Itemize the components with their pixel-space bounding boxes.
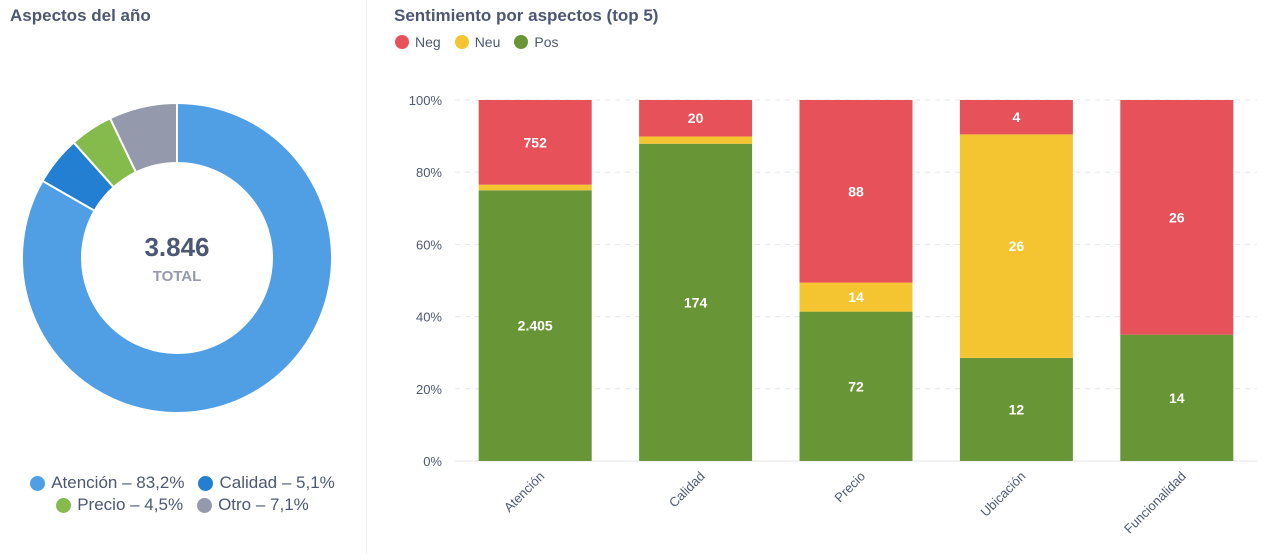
legend-label: Neg xyxy=(415,34,441,50)
donut-total-label: TOTAL xyxy=(153,268,202,285)
donut-chart: 3.846 TOTAL xyxy=(21,101,333,414)
data-label: 20 xyxy=(688,110,704,126)
legend-label: Calidad – 5,1% xyxy=(219,473,335,492)
legend-dot xyxy=(56,497,72,513)
legend-dot xyxy=(198,475,214,491)
legend-dot xyxy=(395,35,409,49)
bar-card: Sentimiento por aspectos (top 5) Neg Neu… xyxy=(375,0,1267,554)
stacked-bar-chart: 0% 20% 40% 60% 80% 100% 2.405 752 Atención 174 20 C… xyxy=(409,93,1257,537)
legend-dot xyxy=(197,497,213,513)
data-label: 12 xyxy=(1009,401,1025,417)
legend-dot xyxy=(454,35,469,49)
donut-slice-otro[interactable] xyxy=(108,101,178,174)
legend-item-precio[interactable]: Precio – 4,5% xyxy=(56,494,183,516)
y-tick-label: 20% xyxy=(416,382,442,397)
legend-label: Otro – 7,1% xyxy=(218,495,309,514)
bar-segment-neg[interactable] xyxy=(639,100,753,137)
data-label: 752 xyxy=(524,134,548,150)
bar-segment-neu[interactable] xyxy=(639,136,753,144)
data-label: 14 xyxy=(848,289,864,305)
bar-legend: Neg Neu Pos xyxy=(395,34,559,50)
y-tick-label: 60% xyxy=(416,237,442,252)
legend-label: Neu xyxy=(474,34,501,50)
bar-segment-neg[interactable] xyxy=(478,100,592,185)
data-label: 72 xyxy=(848,378,864,394)
panel-divider xyxy=(366,0,367,554)
data-label: 2.405 xyxy=(518,318,553,334)
bar-segment-neu[interactable] xyxy=(478,184,592,191)
bar-segment-neg[interactable] xyxy=(959,100,1073,135)
donut-card-title[interactable]: Aspectos del año xyxy=(10,6,151,25)
legend-label: Atención – 83,2% xyxy=(51,473,185,492)
y-tick-label: 80% xyxy=(416,165,442,180)
data-label: 4 xyxy=(1013,109,1021,125)
bar-segment-neu[interactable] xyxy=(959,134,1073,358)
data-label: 14 xyxy=(1169,390,1185,406)
donut-card: Aspectos del año 3.846 TOTAL Atención – 8… xyxy=(0,0,365,554)
bar-card-title[interactable]: Sentimiento por aspectos (top 5) xyxy=(394,6,659,25)
legend-dot xyxy=(30,475,46,491)
bar-segment-pos[interactable] xyxy=(639,143,753,461)
bar-segment-neg[interactable] xyxy=(799,100,913,283)
donut-total-value: 3.846 xyxy=(144,232,209,262)
legend-item-pos[interactable]: Pos xyxy=(514,34,559,50)
data-label: 174 xyxy=(684,294,708,310)
donut-legend: Atención – 83,2% Calidad – 5,1% Precio –… xyxy=(0,472,365,516)
x-tick-label: Calidad xyxy=(666,469,708,511)
bar-segment-neu[interactable] xyxy=(799,282,913,312)
data-label: 26 xyxy=(1169,209,1185,225)
legend-item-neu[interactable]: Neu xyxy=(454,34,501,50)
legend-item-otro[interactable]: Otro – 7,1% xyxy=(197,494,309,516)
data-label: 88 xyxy=(848,183,864,199)
bar-segment-neg[interactable] xyxy=(1120,100,1234,335)
legend-label: Pos xyxy=(534,34,559,50)
x-tick-label: Atención xyxy=(501,469,547,515)
bar-segment-pos[interactable] xyxy=(959,357,1073,461)
legend-item-calidad[interactable]: Calidad – 5,1% xyxy=(198,472,335,494)
legend-item-neg[interactable]: Neg xyxy=(395,34,441,50)
y-tick-label: 100% xyxy=(409,93,443,108)
legend-label: Precio – 4,5% xyxy=(77,495,184,514)
bar-segment-pos[interactable] xyxy=(478,190,592,461)
donut-slice-atención[interactable] xyxy=(21,101,333,414)
y-tick-label: 40% xyxy=(416,310,442,325)
x-tick-label: Precio xyxy=(831,469,868,506)
data-label: 26 xyxy=(1009,238,1025,254)
legend-dot xyxy=(514,35,529,49)
bar-segment-pos[interactable] xyxy=(799,311,913,461)
x-tick-label: Ubicación xyxy=(978,469,1029,520)
legend-item-atencion[interactable]: Atención – 83,2% xyxy=(30,472,184,494)
x-tick-label: Funcionalidad xyxy=(1121,469,1189,537)
y-tick-label: 0% xyxy=(423,454,442,469)
bar-segment-pos[interactable] xyxy=(1120,334,1234,461)
